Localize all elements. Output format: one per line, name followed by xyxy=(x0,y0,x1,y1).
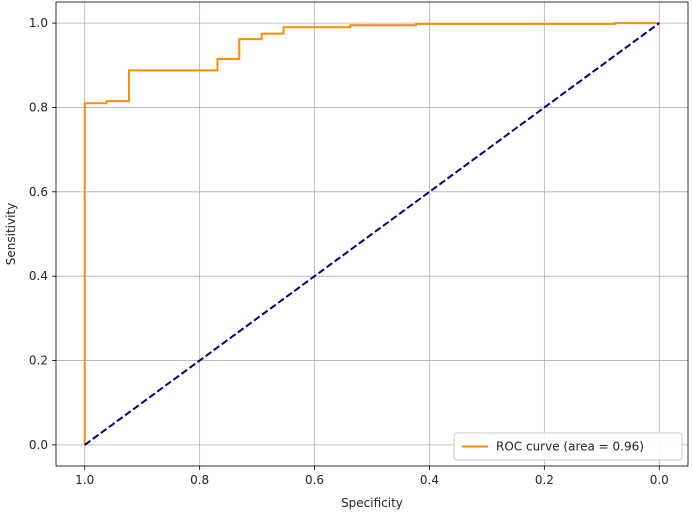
x-tick-label: 1.0 xyxy=(75,473,94,487)
x-tick-label: 0.2 xyxy=(535,473,554,487)
legend-box xyxy=(453,432,683,461)
x-tick-label: 0.8 xyxy=(190,473,209,487)
y-tick-label: 0.8 xyxy=(29,100,48,114)
x-tick-label: 0.4 xyxy=(420,473,439,487)
x-axis-ticks: 1.0 0.8 0.6 0.4 0.2 0.0 xyxy=(75,466,669,487)
legend-label-roc: ROC curve (area = 0.96) xyxy=(496,440,644,454)
y-tick-label: 0.6 xyxy=(29,185,48,199)
chance-diagonal-line xyxy=(84,22,660,446)
y-tick-label: 0.2 xyxy=(29,354,48,368)
plot-area xyxy=(55,1,689,467)
plot-frame xyxy=(55,1,689,467)
y-tick-label: 0.4 xyxy=(29,269,48,283)
legend: ROC curve (area = 0.96) xyxy=(453,432,683,461)
x-axis-label: Specificity xyxy=(341,496,403,510)
roc-curve-line xyxy=(83,22,660,445)
y-tick-label: 1.0 xyxy=(29,16,48,30)
y-axis-ticks: 0.0 0.2 0.4 0.6 0.8 1.0 xyxy=(29,16,56,452)
x-tick-label: 0.6 xyxy=(305,473,324,487)
y-tick-label: 0.0 xyxy=(29,438,48,452)
y-axis-label: Sensitivity xyxy=(4,203,18,265)
x-tick-label: 0.0 xyxy=(650,473,669,487)
